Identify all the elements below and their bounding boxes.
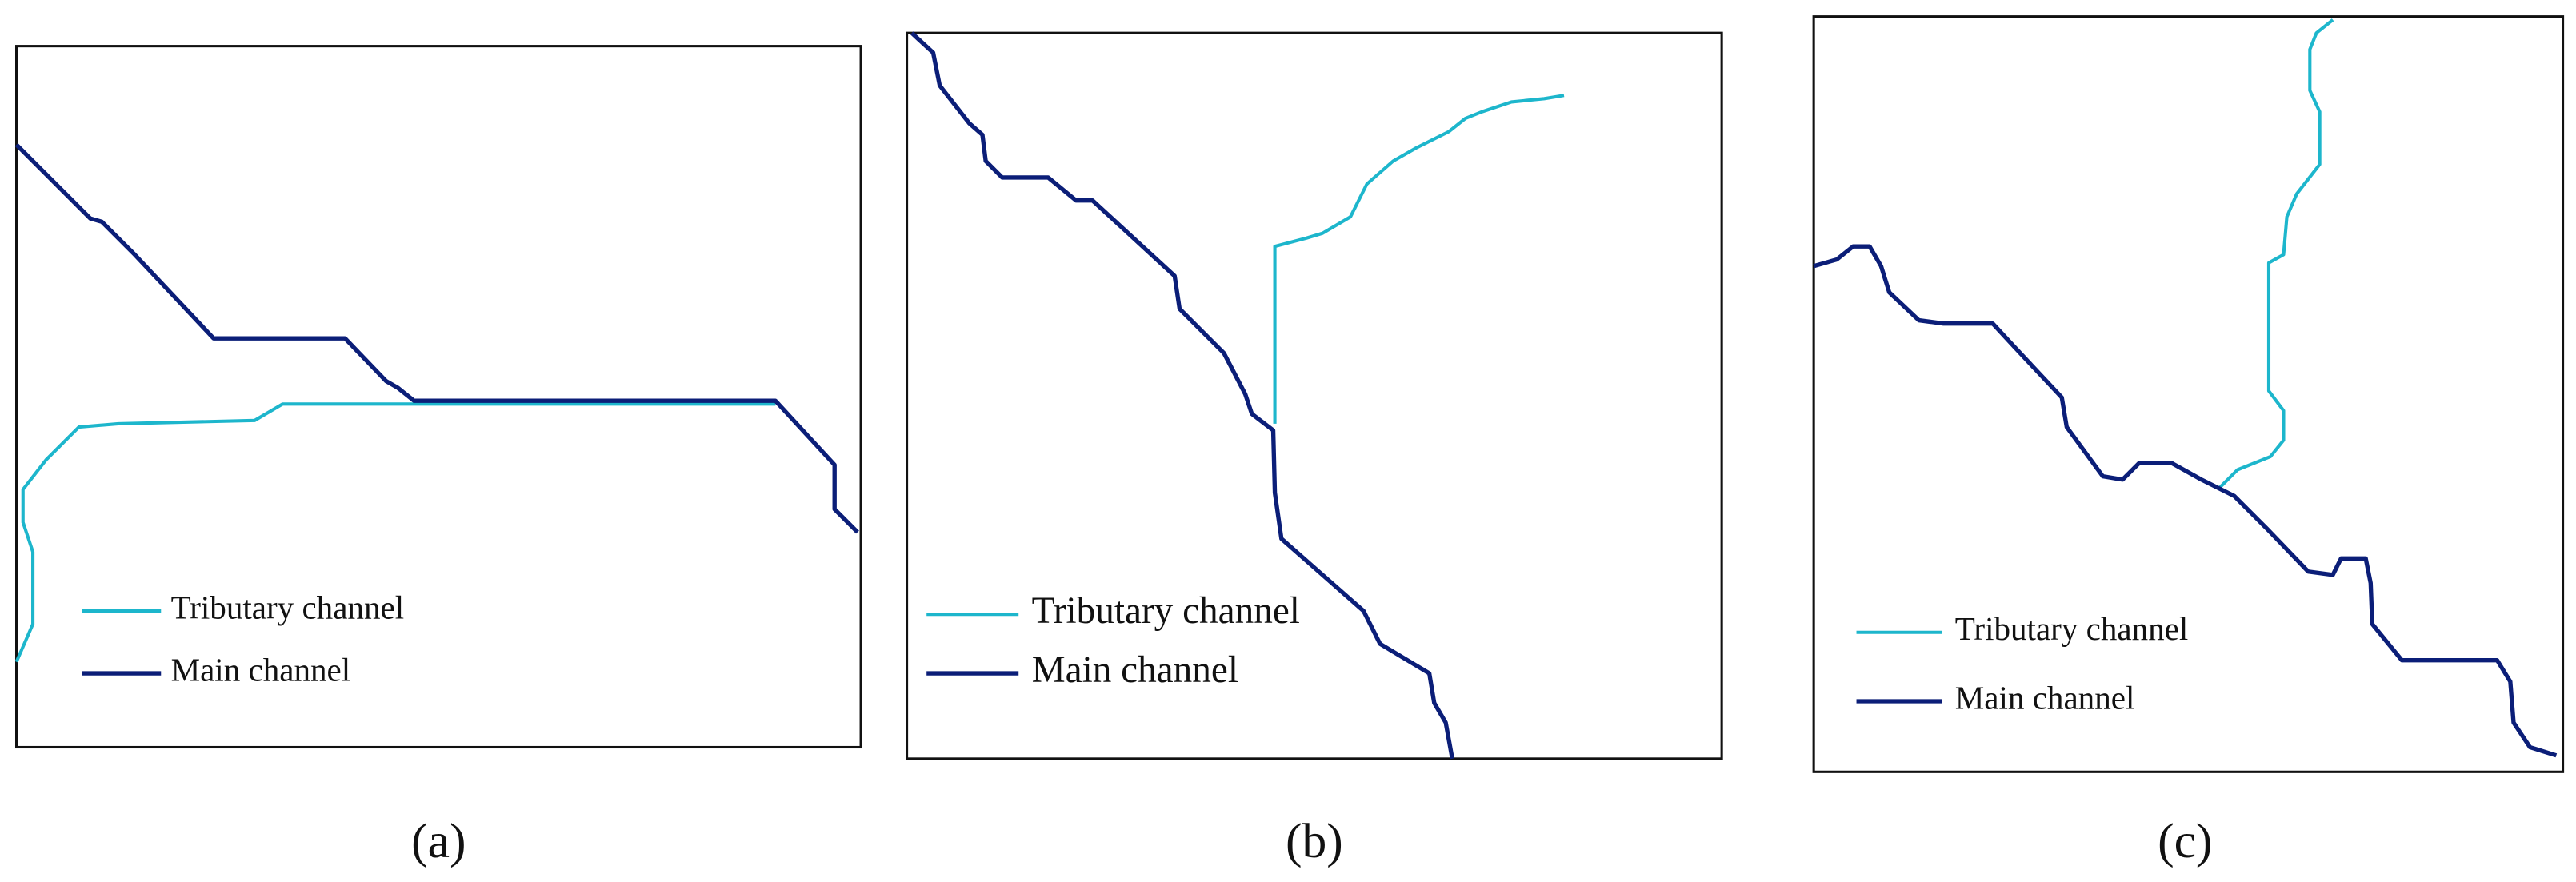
tributary-channel — [2216, 18, 2334, 491]
legend-label: Main channel — [1032, 649, 1238, 691]
main-channel — [14, 142, 859, 534]
legend-label: Main channel — [171, 652, 351, 688]
panel-frame — [1812, 15, 2565, 773]
panel-a: Tributary channel Main channel (a) — [14, 45, 862, 868]
panel-b: Tributary channel Main channel (b) — [906, 31, 1723, 868]
legend-label: Tributary channel — [1032, 590, 1300, 632]
main-channel — [1813, 244, 2558, 758]
tributary-channel — [1273, 94, 1565, 424]
panel-caption: (b) — [1286, 814, 1343, 868]
legend-label: Main channel — [1955, 679, 2135, 716]
panel-c: Tributary channel Main channel (c) — [1812, 15, 2565, 868]
panel-frame — [14, 45, 862, 749]
tributary-channel — [14, 402, 776, 663]
panel-frame — [906, 31, 1723, 760]
legend-label: Tributary channel — [1955, 610, 2189, 647]
legend-label: Tributary channel — [171, 589, 405, 625]
panel-caption: (c) — [2158, 814, 2212, 868]
panel-caption: (a) — [411, 814, 466, 868]
main-channel — [910, 31, 1454, 760]
